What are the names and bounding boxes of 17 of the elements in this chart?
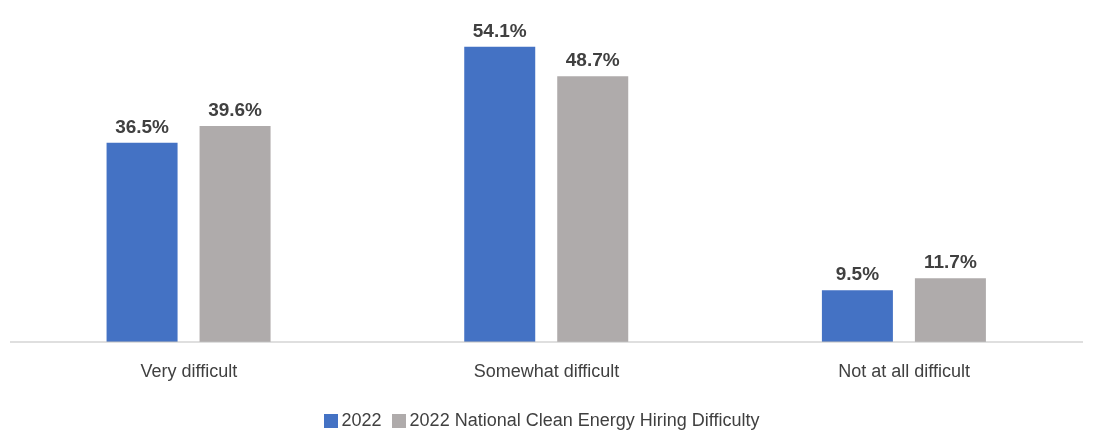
legend-label: 2022 — [341, 410, 382, 430]
x-tick-label: Very difficult — [140, 360, 238, 381]
data-label: 48.7% — [565, 49, 620, 71]
bar — [914, 278, 986, 342]
bar — [464, 46, 536, 342]
data-label: 11.7% — [923, 251, 977, 273]
x-tick-label: Somewhat difficult — [473, 360, 620, 381]
bar — [821, 290, 893, 342]
x-tick-label: Not at all difficult — [838, 360, 971, 381]
bar — [557, 76, 629, 342]
bar — [106, 142, 178, 342]
data-label: 9.5% — [835, 263, 880, 285]
data-label: 54.1% — [472, 19, 527, 41]
data-label: 39.6% — [208, 98, 263, 120]
data-label: 36.5% — [115, 115, 170, 137]
bar — [199, 125, 271, 342]
legend-label: 2022 National Clean Energy Hiring Difficulty — [409, 410, 760, 430]
